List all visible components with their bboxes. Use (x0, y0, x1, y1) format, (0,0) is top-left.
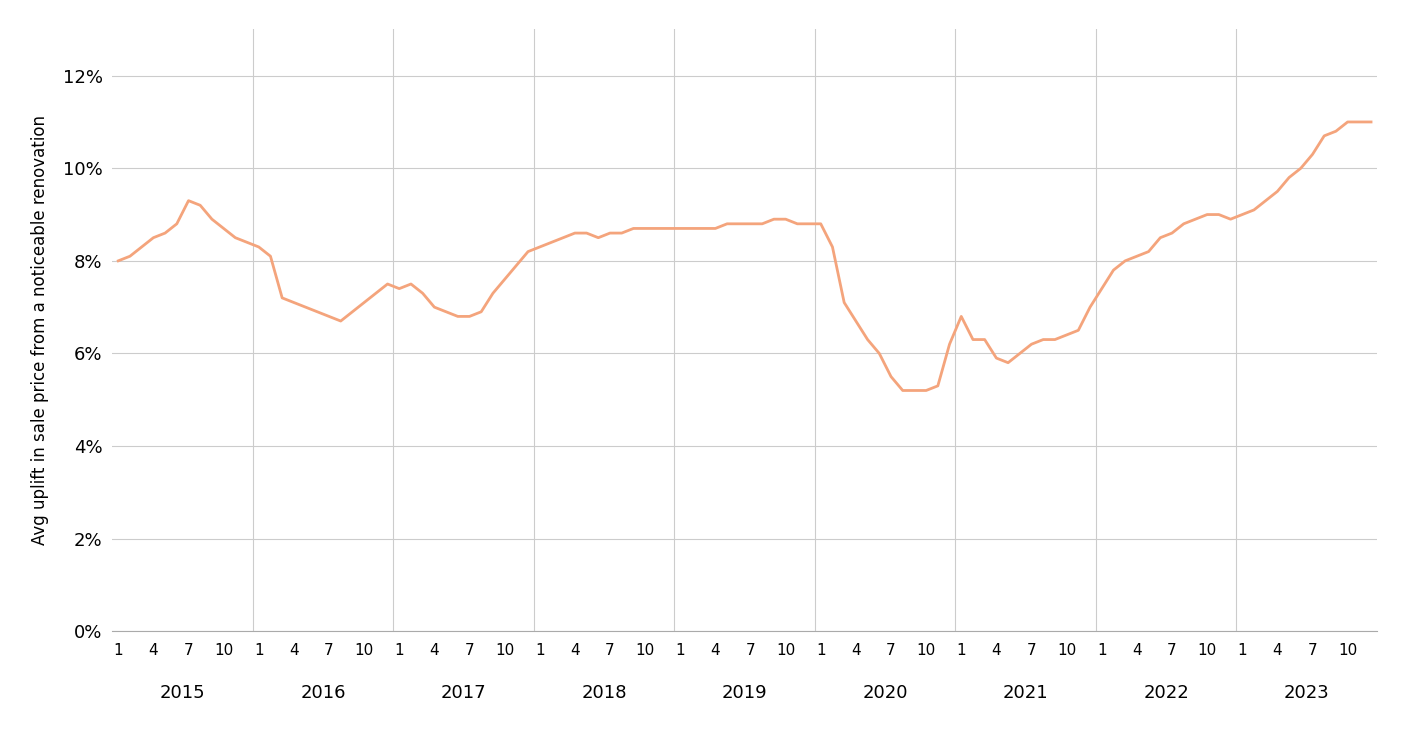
Text: 2016: 2016 (301, 684, 346, 702)
Text: 2023: 2023 (1284, 684, 1329, 702)
Text: 2022: 2022 (1144, 684, 1189, 702)
Text: 2019: 2019 (722, 684, 767, 702)
Text: 2020: 2020 (863, 684, 908, 702)
Text: 2021: 2021 (1003, 684, 1048, 702)
Text: 2018: 2018 (582, 684, 627, 702)
Text: 2015: 2015 (160, 684, 205, 702)
Text: 2017: 2017 (441, 684, 486, 702)
Y-axis label: Avg uplift in sale price from a noticeable renovation: Avg uplift in sale price from a noticeab… (31, 115, 49, 545)
